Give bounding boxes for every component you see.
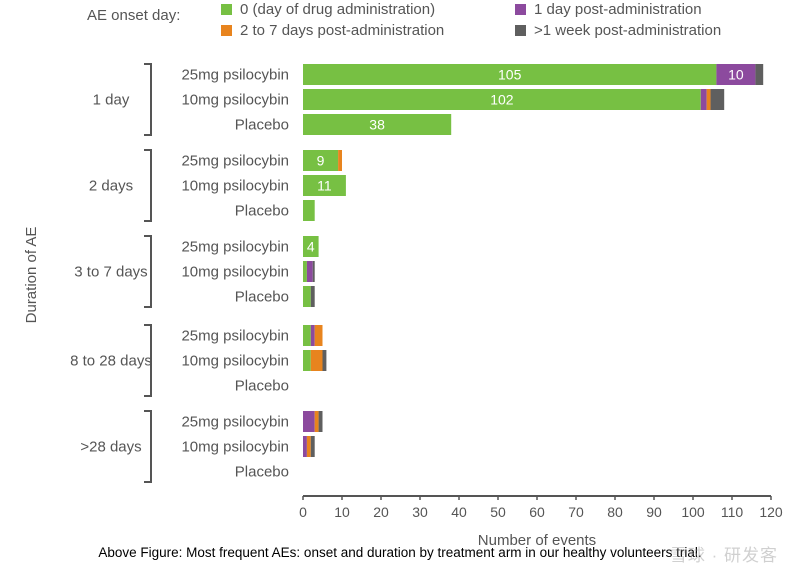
bar-segment	[303, 175, 346, 196]
bar-segment	[303, 236, 319, 257]
row-label: 10mg psilocybin	[181, 178, 289, 195]
legend-label-2: 2 to 7 days post-administration	[240, 22, 444, 39]
legend-label-3: >1 week post-administration	[534, 22, 721, 39]
x-tick-label: 50	[490, 504, 506, 520]
bar-segment	[314, 325, 323, 346]
bar-segment	[310, 436, 315, 457]
data-label: 11	[317, 178, 332, 194]
x-tick-label: 60	[529, 504, 545, 520]
group-label-2: 3 to 7 days	[74, 264, 147, 281]
group-label-4: >28 days	[80, 439, 141, 456]
x-tick-label: 80	[607, 504, 623, 520]
row-label: 10mg psilocybin	[181, 264, 289, 281]
bar-segment	[303, 114, 452, 135]
group-label-1: 2 days	[89, 178, 133, 195]
bar-segment	[303, 89, 701, 110]
row-label: 25mg psilocybin	[181, 153, 289, 170]
data-label: 10	[728, 67, 744, 83]
bar-segment	[322, 350, 327, 371]
legend-label-1: 1 day post-administration	[534, 1, 702, 18]
data-label: 4	[307, 239, 315, 255]
legend-swatch-2	[221, 25, 232, 36]
group-label-0: 1 day	[93, 92, 130, 109]
group-bracket-1	[144, 149, 152, 222]
x-tick-label: 120	[759, 504, 783, 520]
bar-segment	[716, 64, 756, 85]
bar-segment	[310, 325, 315, 346]
group-bracket-0	[144, 63, 152, 136]
row-label: 10mg psilocybin	[181, 439, 289, 456]
group-bracket-2	[144, 235, 152, 308]
bar-segment	[303, 325, 311, 346]
bar-segment	[303, 261, 307, 282]
legend-title: AE onset day:	[87, 7, 180, 24]
bar-segment	[314, 411, 319, 432]
group-bracket-3	[144, 324, 152, 397]
bar-segment	[706, 89, 711, 110]
bar-segment	[318, 411, 323, 432]
row-label: 25mg psilocybin	[181, 67, 289, 84]
row-label: 25mg psilocybin	[181, 328, 289, 345]
legend-swatch-0	[221, 4, 232, 15]
bar-segment	[303, 411, 315, 432]
data-label: 38	[369, 117, 385, 133]
row-label: Placebo	[235, 203, 289, 220]
row-label: Placebo	[235, 378, 289, 395]
figure-caption: Above Figure: Most frequent AEs: onset a…	[98, 545, 702, 560]
bar-segment	[755, 64, 764, 85]
bar-segment	[303, 200, 315, 221]
group-bracket-4	[144, 410, 152, 483]
data-label: 105	[498, 67, 522, 83]
bar-segment	[303, 436, 307, 457]
x-tick-label: 30	[412, 504, 428, 520]
y-axis-title: Duration of AE	[23, 227, 40, 324]
x-tick-label: 20	[373, 504, 389, 520]
row-label: 25mg psilocybin	[181, 239, 289, 256]
x-tick-label: 0	[299, 504, 307, 520]
watermark: 雪球 · 研发客	[669, 546, 778, 565]
group-label-3: 8 to 28 days	[70, 353, 152, 370]
x-tick-label: 10	[334, 504, 350, 520]
bar-segment	[710, 89, 725, 110]
row-label: Placebo	[235, 117, 289, 134]
legend-label-0: 0 (day of drug administration)	[240, 1, 435, 18]
bar-segment	[306, 261, 313, 282]
bar-segment	[303, 350, 311, 371]
bar-segment	[338, 150, 342, 171]
row-label: 25mg psilocybin	[181, 414, 289, 431]
x-tick-label: 70	[568, 504, 584, 520]
row-label: 10mg psilocybin	[181, 353, 289, 370]
x-tick-label: 110	[721, 504, 744, 520]
x-tick-label: 40	[451, 504, 467, 520]
bar-segment	[310, 350, 323, 371]
x-tick-label: 90	[646, 504, 662, 520]
data-label: 9	[317, 153, 325, 169]
bar-segment	[310, 286, 315, 307]
row-label: 10mg psilocybin	[181, 92, 289, 109]
data-label: 102	[490, 92, 514, 108]
bar-segment	[312, 261, 315, 282]
row-label: Placebo	[235, 289, 289, 306]
bar-segment	[303, 64, 717, 85]
bar-segment	[700, 89, 707, 110]
row-label: Placebo	[235, 464, 289, 481]
bar-segment	[303, 286, 311, 307]
legend-swatch-1	[515, 4, 526, 15]
legend-swatch-3	[515, 25, 526, 36]
x-axis-title: Number of events	[478, 532, 596, 549]
bar-segment	[303, 150, 339, 171]
x-tick-label: 100	[681, 504, 705, 520]
bar-segment	[306, 436, 311, 457]
